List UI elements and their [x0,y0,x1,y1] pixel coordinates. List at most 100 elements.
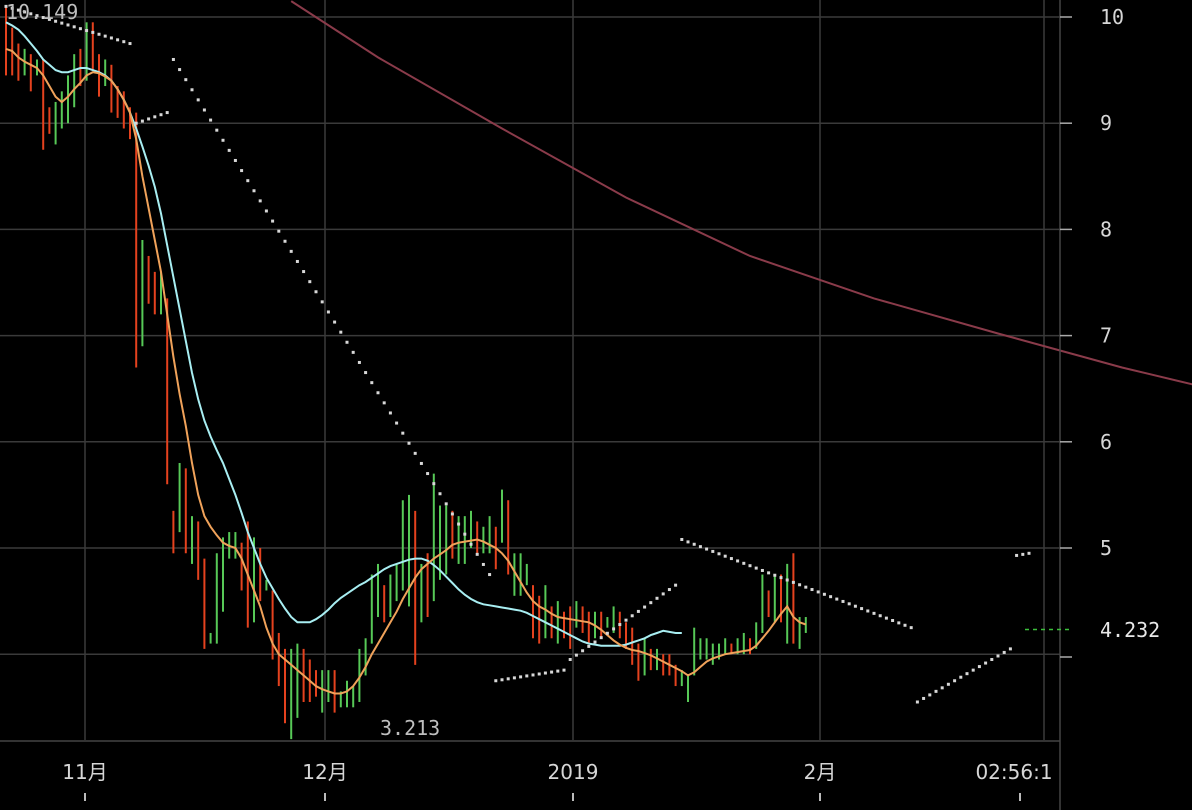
sar-dot [302,270,306,274]
sar-dot [909,626,913,630]
sar-dot [804,585,808,589]
sar-dot [159,113,163,117]
sar-dot [953,679,957,683]
sar-dot [413,451,417,455]
sar-dot [922,696,926,700]
sar-dot [767,571,771,575]
sar-dot [736,559,740,563]
sar-dot [1027,551,1031,555]
ma-slow-line [290,0,1192,386]
sar-dot [965,672,969,676]
sar-dot [481,562,485,566]
sar-dot [816,590,820,594]
sar-dot [457,522,461,526]
sar-dot [419,461,423,465]
ma-slow-layer [290,0,1192,386]
sar-dot [128,42,132,46]
sar-dot [562,668,566,672]
sar-dot [339,330,343,334]
sar-dot [289,249,293,253]
sar-dot [891,619,895,623]
sar-dot [779,576,783,580]
sar-dot [196,98,200,102]
sar-dot [550,670,554,674]
sar-dot [698,545,702,549]
sar-dot [407,441,411,445]
sar-dot [990,658,994,662]
sar-dot [438,492,442,496]
sar-dot [202,108,206,112]
sar-dot [345,340,349,344]
sar-dot [543,671,547,675]
sar-dot [60,21,64,25]
sar-dot [574,653,578,657]
x-tick-label: 02:56:1 [975,760,1052,784]
sar-dot [915,700,919,704]
sar-dot [773,573,777,577]
sar-dot [109,36,113,40]
sar-dot [4,4,8,8]
sar-dot [382,401,386,405]
sar-dot [537,672,541,676]
sar-dot [171,57,175,61]
sar-dot [85,29,89,33]
sar-dot [878,614,882,618]
sar-dot [10,6,14,10]
sar-dot [463,532,467,536]
price-bars-layer [5,6,807,740]
sar-dot [748,564,752,568]
sar-dot [525,674,529,678]
sar-dot [996,654,1000,658]
sar-dot [1015,553,1019,557]
sar-dot [686,540,690,544]
sar-dot [47,17,51,21]
sar-dot [928,693,932,697]
x-tick-label: 2月 [804,760,837,784]
sar-dot [605,631,609,635]
sar-dot [41,16,45,20]
sar-dot [35,14,39,18]
y-tick-label: 7 [1100,324,1112,348]
sar-dot [872,611,876,615]
sar-dot [661,592,665,596]
high-label: 10.149 [6,0,78,24]
sar-dot [643,605,647,609]
sar-dot [822,592,826,596]
grid-lines [0,0,1060,740]
sar-dot [308,280,312,284]
sar-dot [277,229,281,233]
sar-dot [599,636,603,640]
sar-dot [729,557,733,561]
sar-dot [227,148,231,152]
sar-dot [680,538,684,542]
sar-dot [221,138,225,142]
sar-dot [1021,552,1025,556]
sar-dot [742,561,746,565]
x-tick-label: 2019 [548,760,599,784]
sar-dot [897,621,901,625]
sar-dot [785,578,789,582]
ma-fast-line [5,47,807,695]
low-label: 3.213 [380,716,440,740]
sar-dot [934,689,938,693]
sar-dot [184,78,188,82]
sar-dot [258,199,262,203]
sar-dot [977,665,981,669]
sar-dot [984,661,988,665]
sar-dot [568,658,572,662]
sar-dot [314,290,318,294]
sar-dot [512,676,516,680]
sar-dot [624,618,628,622]
sar-dot [959,675,963,679]
sar-dot [829,595,833,599]
sar-dot [469,542,473,546]
sar-dot [333,320,337,324]
sar-dot [97,32,101,36]
sar-dot [903,623,907,627]
sar-dot [78,27,82,31]
sar-dot [556,669,560,673]
sar-dot [587,644,591,648]
sar-dot [190,88,194,92]
sar-dot [147,117,151,121]
